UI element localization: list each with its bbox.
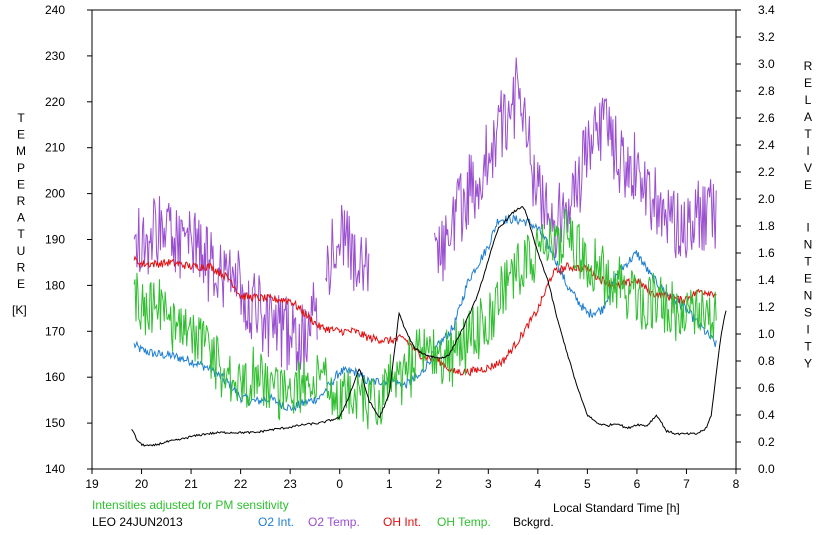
axis-label-letter: A [17,211,25,225]
axis-label-letter: I [806,323,809,337]
x-tick-label: 6 [634,477,641,491]
legend-o2-temp: O2 Temp. [308,515,360,529]
legend-background: Bckgrd. [513,515,554,529]
y-right-tick-label: 1.0 [758,327,775,341]
axis-label-letter: E [17,277,25,291]
axis-label-letter: R [804,59,813,73]
oh-temp-line [133,208,717,430]
x-tick-label: 23 [283,477,297,491]
x-tick-label: 19 [85,477,99,491]
x-tick-label: 3 [485,477,492,491]
axis-label-letter: P [17,161,25,175]
y-right-tick-label: 0.0 [758,462,775,476]
axis-label-letter: A [804,110,812,124]
y-right-tick-label: 1.4 [758,273,775,287]
x-tick-label: 8 [733,477,740,491]
y-right-tick-label: 0.4 [758,408,775,422]
axis-label-letter: T [804,127,812,141]
axis-label-letter: R [17,260,26,274]
station-date: LEO 24JUN2013 [92,515,183,529]
axis-label-letter: V [804,161,812,175]
x-tick-label: 21 [184,477,198,491]
y-left-tick-label: 160 [45,370,65,384]
y-right-tick-label: 1.6 [758,246,775,260]
x-tick-label: 1 [386,477,393,491]
y-right-tick-label: 0.2 [758,435,775,449]
y-left-tick-label: 170 [45,324,65,338]
axis-label-letter: M [16,144,26,158]
y-right-tick-label: 2.6 [758,111,775,125]
axis-label-letter: E [804,272,812,286]
y-right-tick-label: 1.8 [758,219,775,233]
y-right-tick-label: 0.6 [758,381,775,395]
axis-label-letter: I [806,221,809,235]
x-tick-label: 20 [135,477,149,491]
y-left-tick-label: 210 [45,141,65,155]
axis-label-letter: S [804,306,812,320]
axis-label-letter: E [17,177,25,191]
axis-label-letter: R [17,194,26,208]
y-right-tick-label: 2.4 [758,138,775,152]
axis-ticks: 19 20 21 22 23 0 1 2 3 4 5 6 7 8140150160170180190200… [45,3,775,491]
y-right-tick-label: 2.2 [758,165,775,179]
y-right-tick-label: 3.0 [758,57,775,71]
axis-label-letter: T [17,111,25,125]
y-right-tick-label: 2.0 [758,192,775,206]
x-tick-label: 2 [435,477,442,491]
x-tick-label: 5 [584,477,591,491]
y-left-tick-label: 240 [45,3,65,17]
x-tick-label: 0 [336,477,343,491]
axis-label-letter: L [805,93,812,107]
o2-int-line [133,213,717,412]
y-left-tick-label: 150 [45,416,65,430]
note-text: Intensities adjusted for PM sensitivity [92,498,289,512]
y-right-tick-label: 0.8 [758,354,775,368]
axis-label-letter: E [17,128,25,142]
y-left-tick-label: 180 [45,278,65,292]
axis-label-letter: Y [804,357,812,371]
axis-label-letter: E [804,178,812,192]
x-tick-label: 7 [683,477,690,491]
y-left-tick-label: 200 [45,187,65,201]
axis-label-letter: T [804,340,812,354]
legend-o2-int: O2 Int. [258,515,294,529]
series-layer [131,57,727,447]
legend-oh-temp: OH Temp. [437,515,491,529]
axis-label-letter: I [806,144,809,158]
axis-label-letter: N [804,238,813,252]
axis-label-letter: T [804,255,812,269]
o2-temp-line [133,57,717,376]
legend-oh-int: OH Int. [383,515,421,529]
y-left-tick-label: 230 [45,49,65,63]
x-tick-label: 22 [234,477,248,491]
axis-label-letter: U [17,244,26,258]
y-left-tick-label: 190 [45,233,65,247]
y-right-tick-label: 3.2 [758,30,775,44]
x-axis-label: Local Standard Time [h] [553,501,680,515]
y-left-tick-label: 140 [45,462,65,476]
background-line [131,206,727,447]
y-right-tick-label: 1.2 [758,300,775,314]
x-tick-label: 4 [535,477,542,491]
y-left-tick-label: 220 [45,95,65,109]
axis-label-letter: N [804,289,813,303]
y-right-tick-label: 3.4 [758,3,775,17]
y-right-tick-label: 2.8 [758,84,775,98]
axis-label-letter: T [17,227,25,241]
y-axis-left-unit: [K] [12,303,27,317]
axis-label-letter: E [804,76,812,90]
